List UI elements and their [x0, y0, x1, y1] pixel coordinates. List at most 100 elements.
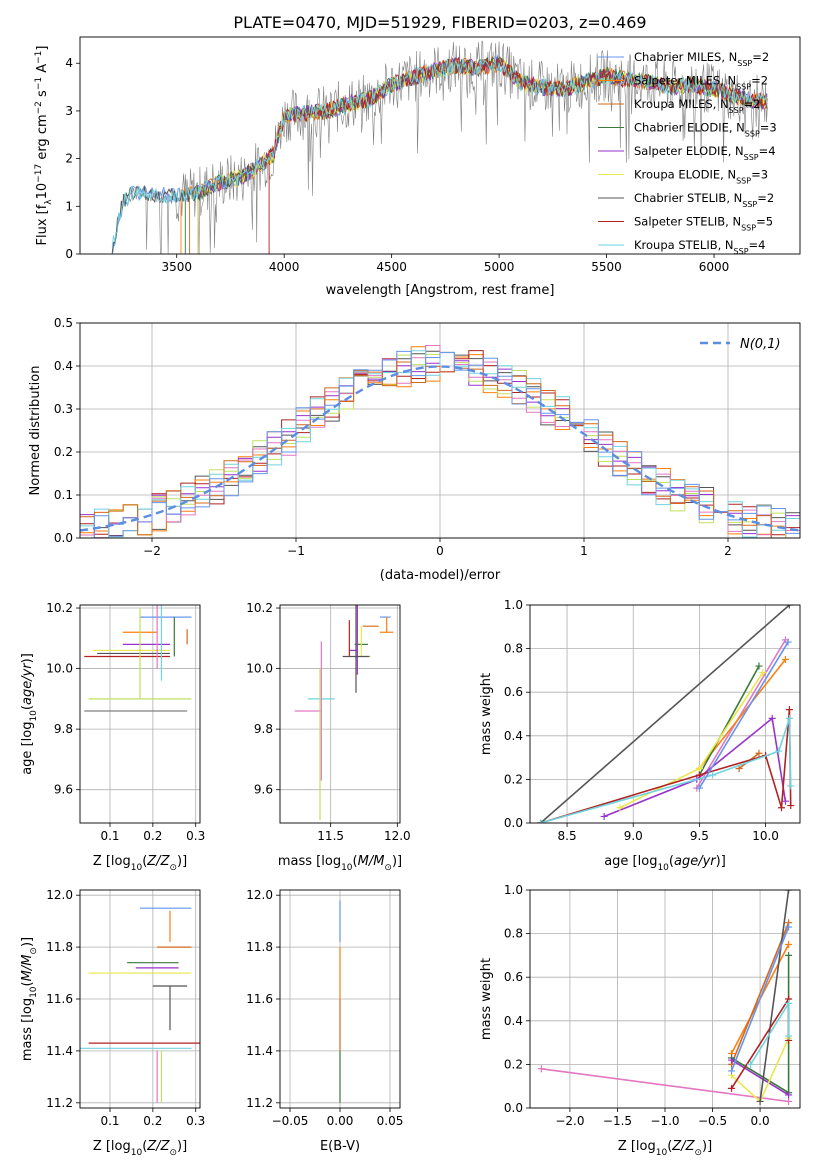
spectrum-model-line-8	[268, 56, 768, 254]
z_weight-point-marker	[756, 1097, 764, 1105]
residuals-y-tick-label: 0.4	[54, 359, 73, 373]
z_weight-point-marker	[785, 999, 793, 1007]
z_mass-marks	[80, 907, 200, 1103]
z_mass-x-axis-label: Z [log10(Z/Z⊙)]	[93, 1139, 187, 1158]
z_weight-point-marker	[785, 1097, 793, 1105]
z_weight-point-marker	[728, 1056, 736, 1064]
z_age-y-tick-label: 10.0	[46, 662, 73, 676]
spectrum-frame	[79, 36, 801, 255]
age_weight-point-marker	[537, 819, 545, 823]
z_mass-y-tick-label: 11.2	[46, 1096, 73, 1110]
age_weight-x-axis-label: age [log10(age/yr)]	[604, 854, 726, 873]
z_weight-x-tick-label: −2.0	[555, 1114, 584, 1128]
z_age-x-axis-label: Z [log10(Z/Z⊙)]	[93, 854, 187, 873]
mass_age-y-tick-label: 10.0	[246, 662, 273, 676]
spectrum-legend-label: Chabrier ELODIE, NSSP=3	[634, 121, 777, 139]
residuals-x-tick-label: 1	[580, 544, 588, 558]
age_weight-y-axis-label: mass weight	[479, 673, 494, 755]
spectrum-y-axis-label: Flux [fλ10−17 erg cm−2 s−1 A−1]	[34, 46, 54, 246]
mass_age-x-tick-label: 11.5	[317, 829, 344, 843]
residuals-y-tick-label: 0.3	[54, 402, 73, 416]
ebv-mass-panel: −0.05 0.00 0.05 11.2 11.4 11.6 11.8 12.0 E(B-V)	[246, 888, 403, 1154]
ebv_mass-x-axis-label: E(B-V)	[320, 1139, 360, 1154]
spectrum-legend-label: Kroupa ELODIE, NSSP=3	[634, 168, 768, 186]
residual-histogram-2	[80, 346, 800, 538]
spectrum-x-tick-label: 5000	[484, 260, 515, 274]
z_weight-y-tick-label: 0.0	[504, 1101, 523, 1115]
age_weight-marks	[537, 605, 795, 823]
age_weight-series-line-5	[603, 716, 787, 818]
z_weight-y-tick-label: 0.6	[504, 970, 523, 984]
residuals-x-axis-label: (data-model)/error	[380, 568, 501, 583]
mass_age-marks	[294, 605, 394, 820]
age_weight-x-tick-label: 8.5	[558, 829, 577, 843]
spectrum-x-tick-label: 4500	[376, 260, 407, 274]
figure-title: PLATE=0470, MJD=51929, FIBERID=0203, z=0…	[233, 13, 646, 32]
residuals-y-axis-label: Normed distribution	[28, 366, 43, 496]
mass_age-x-axis-label: mass [log10(M/M⊙)]	[278, 854, 402, 873]
spectrum-model-line-9	[111, 58, 768, 248]
age_weight-frame	[529, 604, 801, 824]
z_mass-y-tick-label: 11.8	[46, 940, 73, 954]
age_weight-point-marker	[785, 714, 793, 722]
age_weight-y-tick-label: 0.6	[504, 685, 523, 699]
age_weight-x-tick-label: 9.0	[624, 829, 643, 843]
age_weight-series-line-10	[698, 641, 789, 789]
spectrum-y-tick-label: 4	[65, 56, 73, 70]
residuals-x-tick-label: −2	[143, 544, 161, 558]
spectrum-y-tick-label: 0	[65, 247, 73, 261]
age_weight-point-marker	[695, 784, 703, 792]
age_weight-point-marker	[787, 802, 795, 810]
z_mass-y-tick-label: 11.4	[46, 1044, 73, 1058]
z_age-x-tick-label: 0.2	[143, 829, 162, 843]
age_weight-point-marker	[784, 638, 792, 646]
age_weight-point-marker	[768, 714, 776, 722]
z_mass-y-tick-label: 11.6	[46, 992, 73, 1006]
z_age-x-tick-label: 0.1	[100, 829, 119, 843]
residuals-x-tick-label: 0	[436, 544, 444, 558]
z_weight-y-tick-label: 0.2	[504, 1057, 523, 1071]
mass-age-panel: 11.5 12.0 9.6 9.8 10.0 10.2 mass [log10(M/M⊙)]	[246, 601, 410, 873]
ebv_mass-frame	[279, 889, 401, 1109]
age_weight-point-marker	[785, 605, 793, 609]
age-weight-panel: 8.5 9.0 9.5 10.0 0.0 0.2 0.4 0.6 0.8 1.0 age [log1…	[479, 598, 801, 873]
residuals-frame	[79, 322, 801, 539]
age_weight-y-tick-label: 0.0	[504, 816, 523, 830]
z_mass-x-tick-label: 0.3	[186, 1114, 205, 1128]
z_weight-point-marker	[728, 1067, 736, 1075]
spectrum-x-tick-label: 5500	[591, 260, 622, 274]
ebv_mass-y-tick-label: 11.8	[246, 940, 273, 954]
age_weight-point-marker	[695, 771, 703, 779]
age_weight-point-marker	[785, 706, 793, 714]
z_mass-x-tick-label: 0.1	[100, 1114, 119, 1128]
normal-curve-line	[80, 365, 800, 532]
mass_age-plot-area	[280, 605, 400, 823]
age_weight-y-tick-label: 0.4	[504, 729, 523, 743]
age_weight-point-marker	[755, 749, 763, 757]
age_weight-series-line-7	[540, 605, 790, 823]
spectrum-panel: 3500 4000 4500 5000 5500 6000 0 1 2 3 4 Chabrier MI…	[34, 36, 801, 298]
age_weight-point-marker	[759, 669, 767, 677]
age_weight-point-marker	[695, 765, 703, 772]
z-weight-panel: −2.0 −1.5 −1.0 −0.5 0.0 0.0 0.2 0.4 0.6 0.8 1.0 Z […	[479, 883, 801, 1158]
z_age-y-tick-label: 9.6	[54, 783, 73, 797]
z_age-y-tick-label: 9.8	[54, 722, 73, 736]
z_weight-y-tick-label: 1.0	[504, 883, 523, 897]
ebv_mass-y-tick-label: 11.6	[246, 992, 273, 1006]
age_weight-point-marker	[775, 747, 783, 755]
z_mass-frame	[79, 889, 201, 1109]
z_weight-series-line-1	[541, 1068, 789, 1103]
age_weight-series-line-4	[698, 665, 760, 776]
residuals-y-tick-label: 0.2	[54, 445, 73, 459]
spectrum-legend-label: Salpeter ELODIE, NSSP=4	[634, 144, 776, 162]
residuals-panel: −2 −1 0 1 2 0.0 0.1 0.2 0.3 0.4 0.5 N(0,1) (data-mod…	[28, 316, 801, 583]
spectrum-x-axis-label: wavelength [Angstrom, rest frame]	[326, 283, 555, 298]
z-age-panel: 0.1 0.2 0.3 9.6 9.8 10.0 10.2 Z [log10(Z/Z⊙)] ag…	[20, 601, 205, 873]
residuals-x-tick-label: −1	[287, 544, 305, 558]
age_weight-x-tick-label: 10.0	[752, 829, 779, 843]
z_weight-point-marker	[537, 1065, 545, 1073]
spectrum-legend-label: Chabrier STELIB, NSSP=2	[634, 191, 774, 209]
age_weight-y-tick-label: 1.0	[504, 598, 523, 612]
ebv_mass-y-tick-label: 12.0	[246, 888, 273, 902]
